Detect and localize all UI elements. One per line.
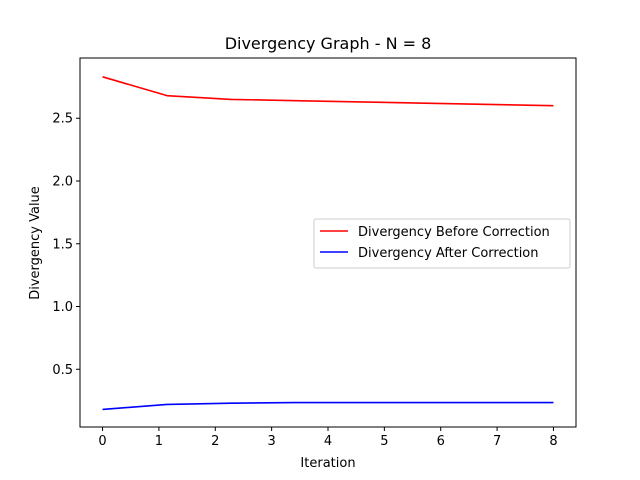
x-tick-label: 0	[98, 434, 106, 449]
x-tick-label: 8	[549, 434, 557, 449]
x-tick-label: 7	[493, 434, 501, 449]
x-tick-label: 6	[437, 434, 445, 449]
x-tick-label: 3	[267, 434, 275, 449]
legend-label: Divergency Before Correction	[358, 225, 550, 240]
x-tick-label: 4	[324, 434, 332, 449]
x-tick-label: 5	[380, 434, 388, 449]
legend: Divergency Before Correction Divergency A…	[313, 218, 571, 269]
y-axis: 0.5 1.0 1.5 2.0 2.5	[52, 112, 80, 378]
series-line-after-correction	[102, 401, 554, 411]
x-axis: 0 1 2 3 4 5 6 7 8	[98, 427, 558, 449]
legend-box	[313, 218, 571, 269]
series-line-before-correction	[102, 76, 554, 107]
y-tick-label: 2.5	[52, 112, 73, 127]
x-axis-label: Iteration	[300, 456, 355, 471]
y-tick-label: 1.0	[52, 300, 73, 315]
x-tick-label: 2	[211, 434, 219, 449]
legend-label: Divergency After Correction	[358, 246, 539, 261]
y-tick-label: 2.0	[52, 175, 73, 190]
y-axis-label: Divergency Value	[28, 186, 43, 300]
y-tick-label: 0.5	[52, 363, 73, 378]
chart-title: Divergency Graph - N = 8	[225, 34, 432, 53]
y-tick-label: 1.5	[52, 237, 73, 252]
x-tick-label: 1	[155, 434, 163, 449]
